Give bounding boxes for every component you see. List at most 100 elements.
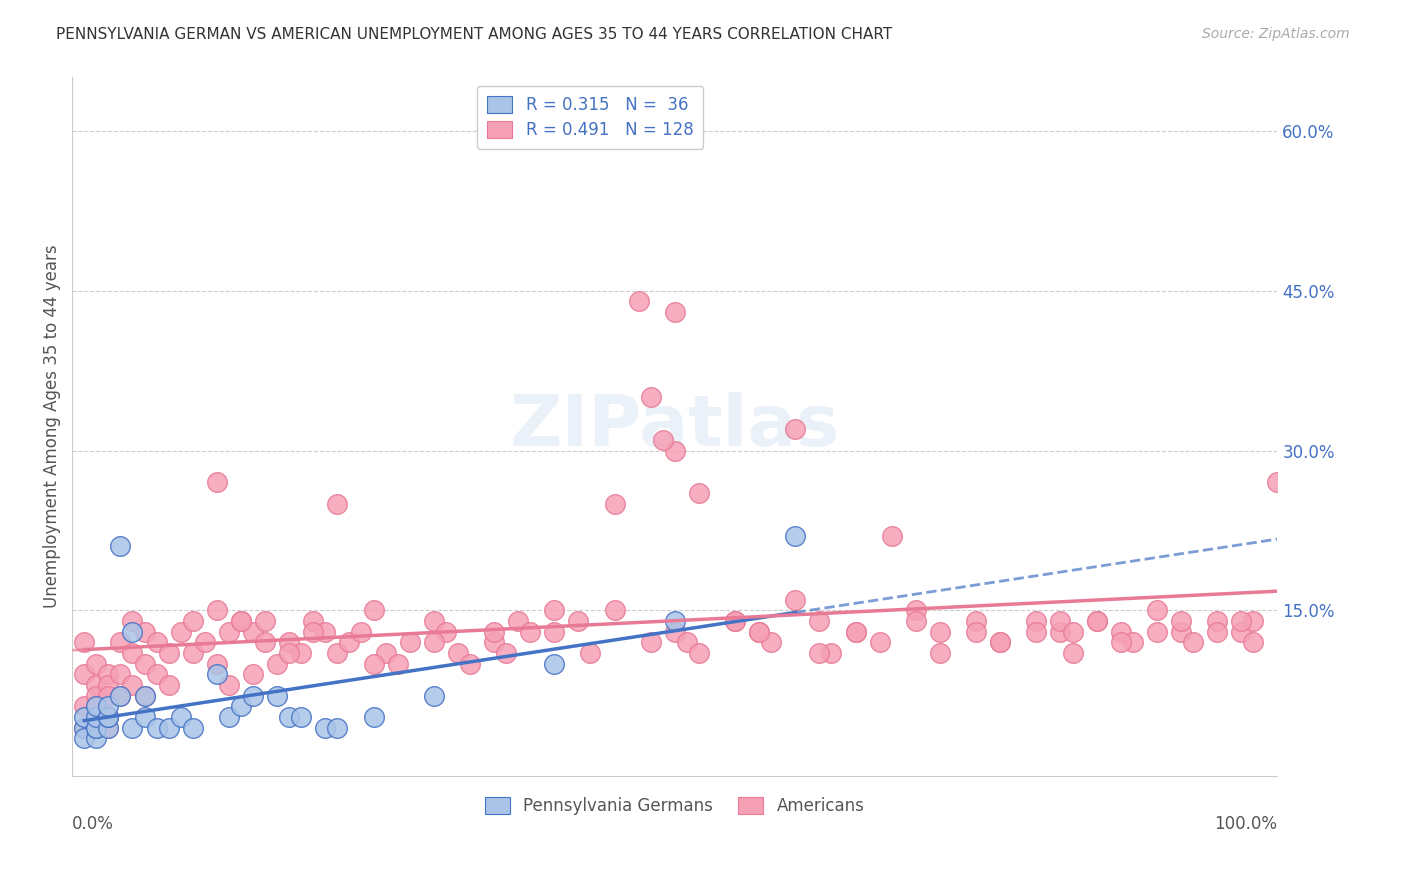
Point [134, 689, 156, 703]
Point [651, 433, 673, 447]
Point [134, 624, 156, 639]
Point [519, 624, 541, 639]
Point [785, 422, 807, 436]
Point [1206, 614, 1229, 628]
Point [640, 390, 662, 404]
Point [121, 646, 143, 660]
Point [134, 689, 156, 703]
Text: Source: ZipAtlas.com: Source: ZipAtlas.com [1202, 27, 1350, 41]
Point [1049, 614, 1071, 628]
Point [86, 678, 108, 692]
Point [398, 635, 420, 649]
Point [73, 699, 96, 714]
Point [423, 635, 446, 649]
Point [447, 646, 470, 660]
Point [988, 635, 1011, 649]
Point [86, 699, 108, 714]
Point [543, 624, 565, 639]
Point [965, 624, 987, 639]
Point [266, 657, 288, 671]
Point [676, 635, 699, 649]
Point [904, 614, 927, 628]
Point [278, 635, 301, 649]
Point [627, 294, 650, 309]
Point [145, 721, 167, 735]
Point [121, 624, 143, 639]
Point [929, 646, 952, 660]
Point [1241, 635, 1264, 649]
Point [229, 699, 252, 714]
Point [229, 614, 252, 628]
Point [664, 624, 686, 639]
Point [121, 614, 143, 628]
Point [1182, 635, 1205, 649]
Point [86, 689, 108, 703]
Point [724, 614, 747, 628]
Point [1025, 614, 1047, 628]
Point [543, 657, 565, 671]
Point [97, 710, 120, 724]
Point [482, 624, 505, 639]
Point [423, 614, 446, 628]
Y-axis label: Unemployment Among Ages 35 to 44 years: Unemployment Among Ages 35 to 44 years [44, 244, 60, 608]
Point [1049, 624, 1071, 639]
Point [145, 635, 167, 649]
Point [73, 721, 96, 735]
Point [748, 624, 770, 639]
Point [97, 667, 120, 681]
Point [266, 689, 288, 703]
Point [218, 678, 240, 692]
Point [988, 635, 1011, 649]
Point [820, 646, 842, 660]
Point [785, 529, 807, 543]
Point [290, 710, 312, 724]
Point [218, 624, 240, 639]
Point [73, 635, 96, 649]
Point [97, 689, 120, 703]
Point [495, 646, 517, 660]
Point [808, 614, 831, 628]
Point [1267, 475, 1289, 490]
Point [97, 710, 120, 724]
Point [145, 667, 167, 681]
Point [229, 614, 252, 628]
Point [110, 667, 132, 681]
Point [97, 699, 120, 714]
Point [1122, 635, 1144, 649]
Point [1109, 635, 1132, 649]
Point [170, 710, 193, 724]
Point [808, 646, 831, 660]
Point [73, 731, 96, 746]
Point [290, 646, 312, 660]
Legend: Pennsylvania Germans, Americans: Pennsylvania Germans, Americans [477, 789, 873, 823]
Point [1025, 624, 1047, 639]
Point [302, 624, 325, 639]
Point [688, 646, 710, 660]
Point [482, 635, 505, 649]
Point [181, 614, 204, 628]
Point [1062, 624, 1084, 639]
Point [965, 614, 987, 628]
Point [603, 497, 626, 511]
Point [73, 667, 96, 681]
Point [86, 657, 108, 671]
Point [278, 646, 301, 660]
Point [363, 710, 385, 724]
Point [845, 624, 868, 639]
Point [134, 657, 156, 671]
Point [242, 689, 264, 703]
Point [761, 635, 783, 649]
Point [664, 443, 686, 458]
Point [869, 635, 891, 649]
Point [134, 710, 156, 724]
Point [508, 614, 530, 628]
Point [579, 646, 602, 660]
Point [1062, 646, 1084, 660]
Point [664, 614, 686, 628]
Point [326, 721, 349, 735]
Point [350, 624, 373, 639]
Text: 100.0%: 100.0% [1215, 815, 1278, 833]
Point [904, 603, 927, 617]
Point [1230, 624, 1253, 639]
Point [314, 721, 336, 735]
